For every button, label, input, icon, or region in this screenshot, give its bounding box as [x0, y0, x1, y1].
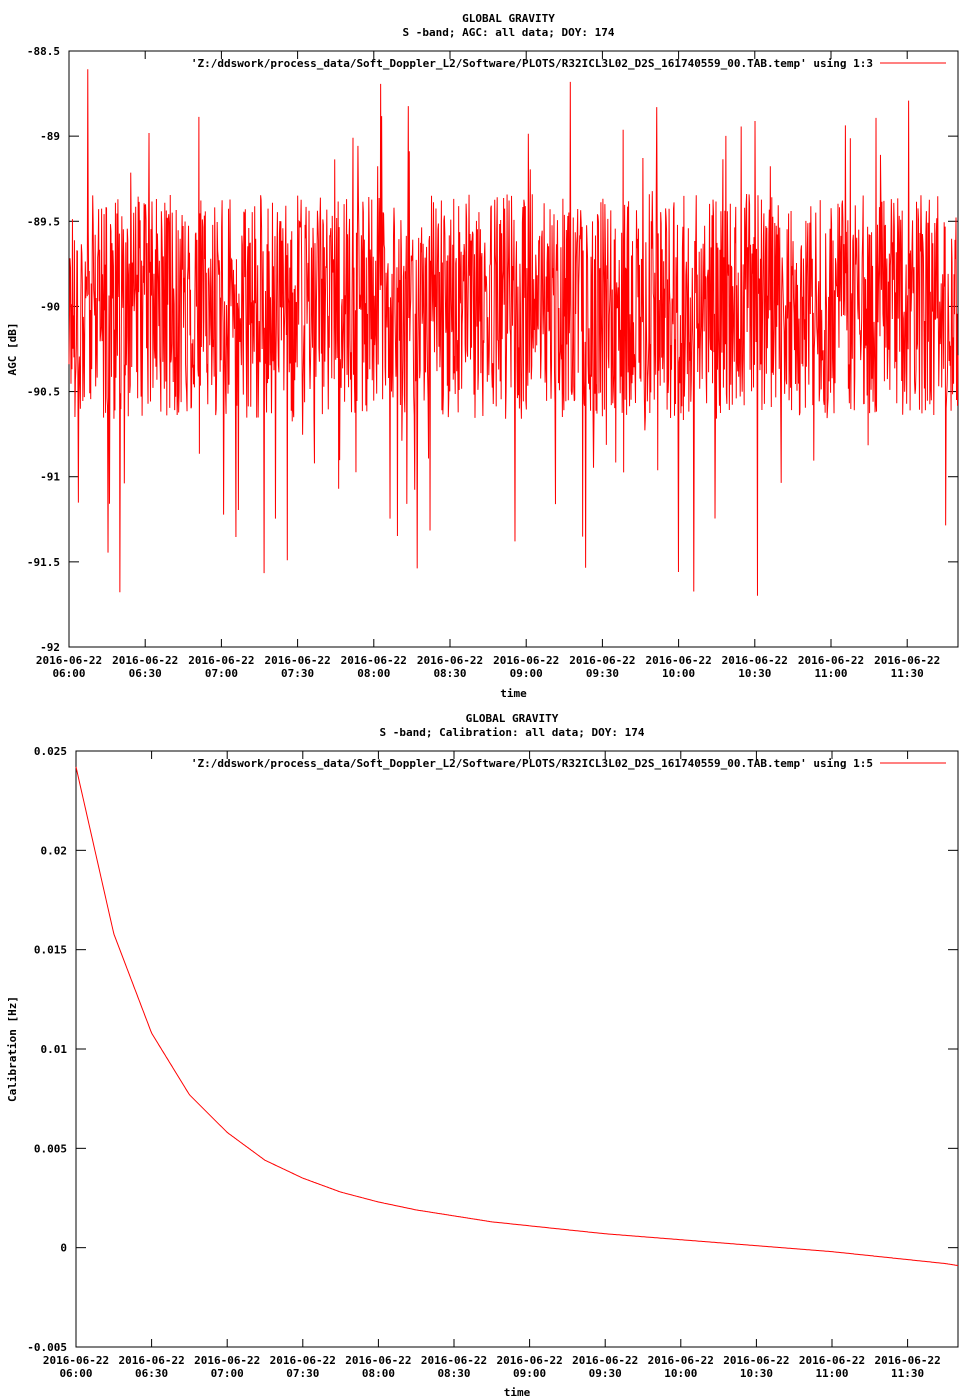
x-tick-date-label: 2016-06-22 — [112, 654, 178, 667]
x-tick-date-label: 2016-06-22 — [36, 654, 102, 667]
x-tick-label: 10:00 — [662, 667, 695, 680]
x-tick-date-label: 2016-06-22 — [648, 1354, 714, 1367]
x-tick-label: 11:30 — [891, 1367, 924, 1380]
x-tick-label: 11:30 — [891, 667, 924, 680]
y-tick-label: -92 — [40, 641, 60, 654]
y-tick-label: 0.025 — [34, 745, 67, 758]
y-tick-label: -0.005 — [27, 1341, 67, 1354]
x-tick-date-label: 2016-06-22 — [43, 1354, 109, 1367]
x-tick-label: 10:00 — [664, 1367, 697, 1380]
chart-title: GLOBAL GRAVITY — [462, 12, 555, 25]
legend-label: 'Z:/ddswork/process_data/Soft_Doppler_L2… — [191, 757, 873, 770]
x-tick-date-label: 2016-06-22 — [188, 654, 254, 667]
y-tick-label: 0 — [60, 1242, 67, 1255]
x-axis-label: time — [504, 1386, 531, 1399]
x-tick-label: 09:00 — [513, 1367, 546, 1380]
x-tick-date-label: 2016-06-22 — [345, 1354, 411, 1367]
x-tick-date-label: 2016-06-22 — [798, 654, 864, 667]
x-tick-label: 07:30 — [281, 667, 314, 680]
x-tick-label: 10:30 — [738, 667, 771, 680]
x-tick-date-label: 2016-06-22 — [270, 1354, 336, 1367]
series-line — [68, 69, 959, 596]
x-tick-date-label: 2016-06-22 — [723, 1354, 789, 1367]
x-tick-date-label: 2016-06-22 — [264, 654, 330, 667]
x-tick-date-label: 2016-06-22 — [874, 654, 940, 667]
x-tick-label: 11:00 — [815, 1367, 848, 1380]
x-axis-label: time — [500, 687, 527, 700]
y-axis-label: AGC [dB] — [6, 323, 19, 376]
plot-frame — [75, 750, 959, 1348]
x-tick-date-label: 2016-06-22 — [799, 1354, 865, 1367]
y-tick-label: -89 — [40, 130, 60, 143]
y-tick-label: -91 — [40, 471, 60, 484]
x-tick-date-label: 2016-06-22 — [874, 1354, 940, 1367]
x-tick-date-label: 2016-06-22 — [194, 1354, 260, 1367]
y-tick-label: -90 — [40, 300, 60, 313]
chart-subtitle: S -band; Calibration: all data; DOY: 174 — [380, 726, 645, 739]
x-tick-date-label: 2016-06-22 — [645, 654, 711, 667]
x-tick-label: 06:30 — [135, 1367, 168, 1380]
x-tick-date-label: 2016-06-22 — [421, 1354, 487, 1367]
x-tick-label: 08:00 — [357, 667, 390, 680]
x-tick-label: 11:00 — [814, 667, 847, 680]
x-tick-label: 08:00 — [362, 1367, 395, 1380]
series-line — [75, 766, 959, 1266]
y-tick-label: 0.005 — [34, 1142, 67, 1155]
chart-subtitle: S -band; AGC: all data; DOY: 174 — [403, 26, 615, 39]
x-tick-label: 06:00 — [59, 1367, 92, 1380]
y-tick-label: -89.5 — [27, 215, 60, 228]
x-tick-date-label: 2016-06-22 — [118, 1354, 184, 1367]
chart-title: GLOBAL GRAVITY — [466, 712, 559, 725]
y-tick-label: -90.5 — [27, 386, 60, 399]
y-tick-label: 0.01 — [41, 1043, 68, 1056]
x-tick-label: 10:30 — [740, 1367, 773, 1380]
x-tick-date-label: 2016-06-22 — [496, 1354, 562, 1367]
x-tick-label: 07:30 — [286, 1367, 319, 1380]
y-tick-label: 0.015 — [34, 944, 67, 957]
x-tick-label: 09:30 — [589, 1367, 622, 1380]
x-tick-label: 08:30 — [437, 1367, 470, 1380]
legend-label: 'Z:/ddswork/process_data/Soft_Doppler_L2… — [191, 57, 873, 70]
x-tick-date-label: 2016-06-22 — [417, 654, 483, 667]
x-tick-date-label: 2016-06-22 — [493, 654, 559, 667]
x-tick-date-label: 2016-06-22 — [572, 1354, 638, 1367]
x-tick-label: 08:30 — [433, 667, 466, 680]
y-tick-label: -88.5 — [27, 45, 60, 58]
x-tick-date-label: 2016-06-22 — [341, 654, 407, 667]
x-tick-label: 09:00 — [510, 667, 543, 680]
x-tick-date-label: 2016-06-22 — [569, 654, 635, 667]
y-tick-label: 0.02 — [41, 844, 68, 857]
y-axis-label: Calibration [Hz] — [6, 996, 19, 1102]
x-tick-label: 09:30 — [586, 667, 619, 680]
x-tick-label: 06:30 — [129, 667, 162, 680]
x-tick-date-label: 2016-06-22 — [722, 654, 788, 667]
x-tick-label: 07:00 — [211, 1367, 244, 1380]
x-tick-label: 07:00 — [205, 667, 238, 680]
x-tick-label: 06:00 — [52, 667, 85, 680]
y-tick-label: -91.5 — [27, 556, 60, 569]
